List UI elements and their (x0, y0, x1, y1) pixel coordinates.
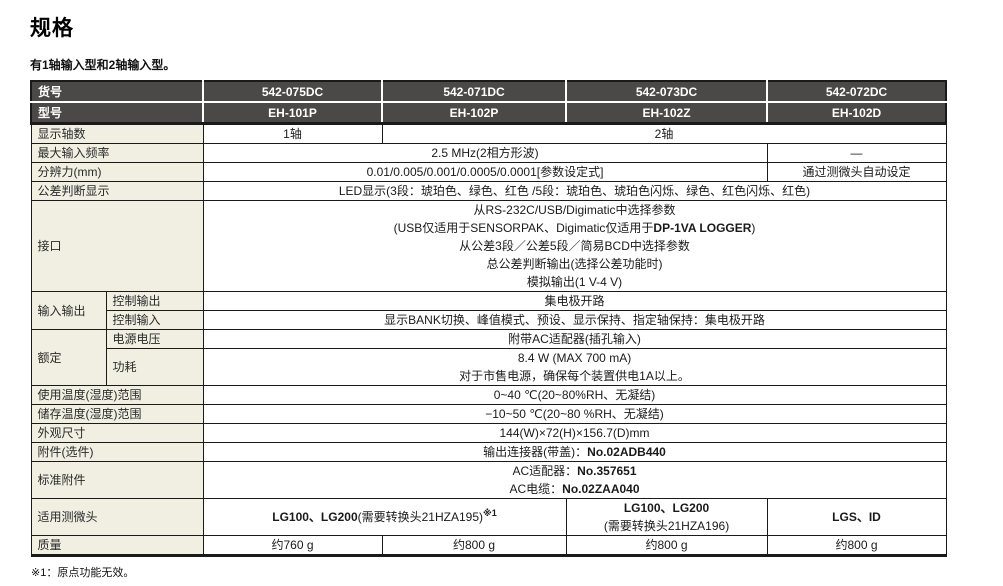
cell-mass-102d: 约800 g (766, 535, 947, 556)
group-label-io: 输入输出 (30, 291, 107, 330)
row-standard-accessories: 标准附件 AC适配器：No.357651 AC电缆：No.02ZAA040 (30, 461, 947, 499)
interface-line-4: 总公差判断输出(选择公差功能时) (486, 257, 663, 271)
cell-resolution-102d: 通过测微头自动设定 (766, 162, 947, 182)
row-label-display-axes: 显示轴数 (30, 123, 204, 144)
row-storage-temp: 储存温度(湿度)范围 −10~50 ℃(20~80 %RH、无凝结) (30, 404, 947, 424)
cell-power-consumption: 8.4 W (MAX 700 mA) 对于市售电源，确保每个装置供电1A以上。 (202, 348, 947, 386)
interface-dp1va-bold: DP-1VA LOGGER (653, 221, 752, 235)
spec-table: 货号 542-075DC 542-071DC 542-073DC 542-072… (29, 80, 948, 557)
cell-control-output: 集电极开路 (202, 291, 947, 311)
row-label-power-consumption: 功耗 (105, 348, 204, 386)
row-resolution: 分辨力(mm) 0.01/0.005/0.001/0.0005/0.0001[参… (30, 162, 947, 182)
col-header-eh-102z: EH-102Z (565, 101, 769, 125)
cell-power-voltage: 附带AC适配器(插孔输入) (202, 329, 947, 349)
cell-probes-102d: LGS、ID (766, 498, 947, 536)
col-header-542-071dc: 542-071DC (381, 80, 568, 103)
col-header-542-073dc: 542-073DC (565, 80, 769, 103)
cell-display-axes-1: 1轴 (202, 123, 383, 144)
row-label-max-input-freq: 最大输入频率 (30, 143, 204, 163)
row-display-axes: 显示轴数 1轴 2轴 (30, 123, 947, 144)
interface-line-3: 从公差3段／公差5段／简易BCD中选择参数 (459, 239, 690, 253)
cell-storage-temp: −10~50 ℃(20~80 %RH、无凝结) (202, 404, 947, 424)
row-label-storage-temp: 储存温度(湿度)范围 (30, 404, 204, 424)
row-dimensions: 外观尺寸 144(W)×72(H)×156.7(D)mm (30, 423, 947, 443)
optional-acc-part-no: No.02ADB440 (587, 445, 666, 459)
row-label-operating-temp: 使用温度(湿度)范围 (30, 385, 204, 405)
row-label-power-voltage: 电源电压 (105, 329, 204, 349)
cell-probes-102z: LG100、LG200 (需要转换头21HZA196) (565, 498, 768, 536)
page-subtitle: 有1轴输入型和2轴输入型。 (30, 58, 176, 72)
row-max-input-freq: 最大输入频率 2.5 MHz(2相方形波) — (30, 143, 947, 163)
cell-interface: 从RS-232C/USB/Digimatic中选择参数 (USB仅适用于SENS… (202, 200, 947, 292)
cell-mass-101p: 约760 g (202, 535, 383, 556)
row-mass: 质量 约760 g 约800 g 约800 g 约800 g (30, 535, 947, 556)
col-header-eh-101p: EH-101P (202, 101, 384, 125)
cell-operating-temp: 0~40 ℃(20~80%RH、无凝结) (202, 385, 947, 405)
col-header-eh-102p: EH-102P (381, 101, 568, 125)
interface-line-1: 从RS-232C/USB/Digimatic中选择参数 (473, 203, 676, 217)
cell-mass-102z: 约800 g (565, 535, 768, 556)
cell-optional-accessories: 输出连接器(带盖)：No.02ADB440 (202, 442, 947, 462)
cell-display-axes-2: 2轴 (381, 123, 947, 144)
col-header-542-075dc: 542-075DC (202, 80, 384, 103)
row-label-control-output: 控制输出 (105, 291, 204, 311)
col-header-542-072dc: 542-072DC (766, 80, 948, 103)
cell-probes-101p-102p: LG100、LG200(需要转换头21HZA195)※1 (202, 498, 567, 536)
footnote: ※1：原点功能无效。 (31, 567, 135, 579)
footnote-ref-1: ※1 (483, 508, 497, 518)
row-label-control-input: 控制输入 (105, 310, 204, 330)
row-interface: 接口 从RS-232C/USB/Digimatic中选择参数 (USB仅适用于S… (30, 200, 947, 292)
row-power-consumption: 功耗 8.4 W (MAX 700 mA) 对于市售电源，确保每个装置供电1A以… (31, 348, 947, 386)
row-power-voltage: 额定 电源电压 附带AC适配器(插孔输入) (30, 329, 947, 386)
row-label-applicable-probes: 适用测微头 (30, 498, 204, 536)
cell-max-input-freq: 2.5 MHz(2相方形波) (202, 143, 768, 163)
group-label-rating: 额定 (30, 329, 107, 386)
row-label-dimensions: 外观尺寸 (30, 423, 204, 443)
interface-line-5: 模拟输出(1 V-4 V) (526, 275, 623, 289)
row-label-optional-accessories: 附件(选件) (30, 442, 204, 462)
col-header-part-no: 货号 (29, 80, 205, 103)
row-label-interface: 接口 (30, 200, 204, 292)
cell-resolution: 0.01/0.005/0.001/0.0005/0.0001[参数设定式] (202, 162, 768, 182)
row-tolerance-display: 公差判断显示 LED显示(3段：琥珀色、绿色、红色 /5段：琥珀色、琥珀色闪烁、… (30, 181, 947, 201)
row-label-standard-accessories: 标准附件 (30, 461, 204, 499)
cell-dimensions: 144(W)×72(H)×156.7(D)mm (202, 423, 947, 443)
col-header-model: 型号 (29, 101, 205, 125)
cell-standard-accessories: AC适配器：No.357651 AC电缆：No.02ZAA040 (202, 461, 947, 499)
col-header-eh-102d: EH-102D (766, 101, 948, 125)
cell-tolerance-display: LED显示(3段：琥珀色、绿色、红色 /5段：琥珀色、琥珀色闪烁、绿色、红色闪烁… (202, 181, 947, 201)
row-label-mass: 质量 (30, 535, 204, 556)
header-row-part-no: 货号 542-075DC 542-071DC 542-073DC 542-072… (29, 80, 948, 103)
row-applicable-probes: 适用测微头 LG100、LG200(需要转换头21HZA195)※1 LG100… (30, 498, 947, 536)
header-row-model: 型号 EH-101P EH-102P EH-102Z EH-102D (29, 101, 948, 125)
ac-cable-part-no: No.02ZAA040 (562, 482, 640, 496)
cell-max-input-freq-102d: — (766, 143, 947, 163)
cell-control-input: 显示BANK切换、峰值模式、预设、显示保持、指定轴保持：集电极开路 (202, 310, 947, 330)
row-label-tolerance-display: 公差判断显示 (30, 181, 204, 201)
row-label-resolution: 分辨力(mm) (30, 162, 204, 182)
row-optional-accessories: 附件(选件) 输出连接器(带盖)：No.02ADB440 (30, 442, 947, 462)
row-control-output: 输入输出 控制输出 集电极开路 (30, 291, 947, 330)
row-control-input: 控制输入 显示BANK切换、峰值模式、预设、显示保持、指定轴保持：集电极开路 (31, 310, 947, 330)
row-operating-temp: 使用温度(湿度)范围 0~40 ℃(20~80%RH、无凝结) (30, 385, 947, 405)
ac-adapter-part-no: No.357651 (577, 464, 637, 478)
interface-line-2: (USB仅适用于SENSORPAK、Digimatic仅适用于DP-1VA LO… (393, 221, 756, 235)
cell-mass-102p: 约800 g (381, 535, 567, 556)
page-title: 规格 (30, 17, 74, 40)
